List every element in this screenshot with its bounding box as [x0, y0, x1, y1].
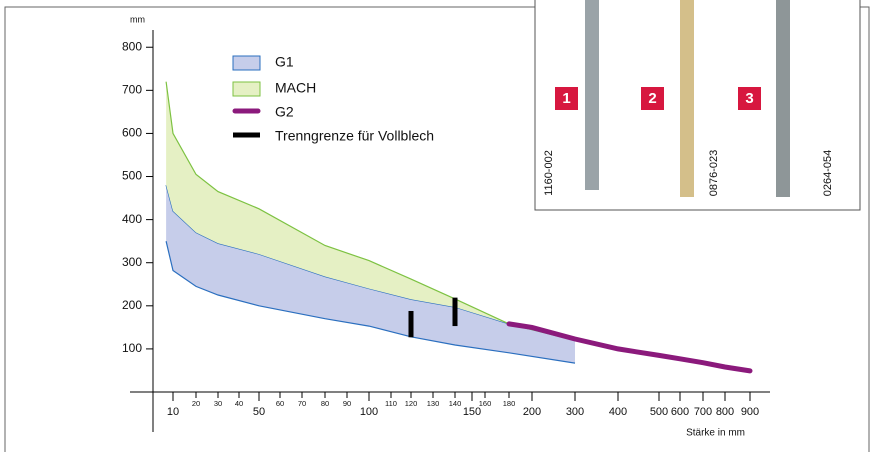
y-tick-label: 700	[122, 83, 142, 97]
y-tick-label: 800	[122, 39, 142, 53]
legend-label: Trenngrenze für Vollblech	[275, 128, 434, 144]
part-code: 0876-023	[708, 150, 720, 197]
x-tick-label: 20	[192, 399, 200, 408]
tool-image	[776, 0, 790, 197]
x-tick-label: 600	[671, 406, 689, 418]
inset: 1 1160-002 2 0876-023 3 0264-054	[535, 0, 860, 210]
legend: G1 MACH G2 Trenngrenze für Vollblech	[233, 54, 434, 144]
x-tick-label: 80	[321, 399, 329, 408]
legend-label: G2	[275, 104, 294, 120]
x-tick-label: 160	[479, 399, 492, 408]
x-tick-label: 100	[360, 406, 378, 418]
x-tick-label: 50	[253, 406, 265, 418]
x-axis-label: Stärke in mm	[686, 428, 745, 439]
y-tick-label: 100	[122, 341, 142, 355]
x-tick-label: 120	[405, 399, 418, 408]
y-tick-label: 600	[122, 126, 142, 140]
part-code: 0264-054	[822, 150, 834, 197]
x-tick-label: 10	[167, 406, 179, 418]
x-tick-label: 110	[385, 399, 397, 408]
x-tick-label: 300	[566, 406, 584, 418]
x-tick-label: 70	[298, 399, 306, 408]
y-unit: mm	[130, 14, 145, 24]
tool-image	[585, 0, 599, 190]
x-tick-label: 800	[716, 406, 734, 418]
y-tick-label: 400	[122, 212, 142, 226]
x-tick-label: 130	[427, 399, 440, 408]
x-tick-label: 140	[449, 399, 462, 408]
y-tick-label: 200	[122, 298, 142, 312]
x-tick-label: 500	[650, 406, 668, 418]
number-label: 3	[745, 90, 753, 107]
page: mm Stärke in mm 100200300400500600700800…	[0, 0, 874, 452]
y-tick-label: 300	[122, 255, 142, 269]
number-label: 1	[562, 90, 570, 107]
tool-image	[680, 0, 694, 197]
x-tick-label: 40	[235, 399, 243, 408]
number-label: 2	[648, 90, 656, 107]
x-tick-label: 200	[523, 406, 541, 418]
legend-label: G1	[275, 54, 294, 70]
inset-frame	[535, 0, 860, 210]
legend-swatch	[233, 82, 260, 96]
x-tick-label: 900	[741, 406, 759, 418]
legend-label: MACH	[275, 80, 316, 96]
part-code: 1160-002	[543, 150, 555, 196]
x-tick-label: 700	[694, 406, 712, 418]
y-tick-label: 500	[122, 169, 142, 183]
x-tick-label: 90	[343, 399, 351, 408]
x-tick-label: 60	[276, 399, 284, 408]
x-tick-label: 180	[503, 399, 516, 408]
x-tick-label: 30	[214, 399, 222, 408]
legend-swatch	[233, 56, 260, 70]
x-tick-label: 400	[609, 406, 627, 418]
